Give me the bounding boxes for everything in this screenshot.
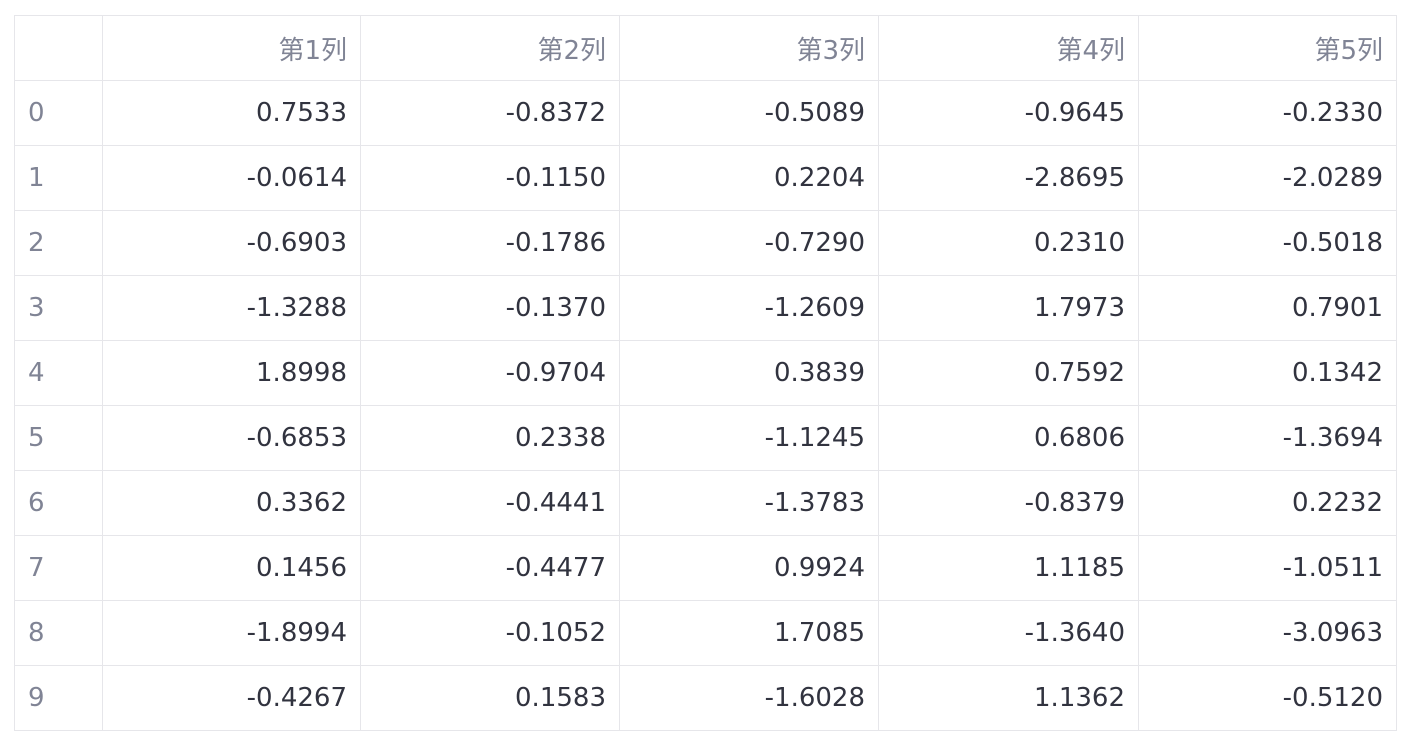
table-cell[interactable]: -0.6853 xyxy=(102,405,361,471)
table-cell[interactable]: -0.0614 xyxy=(102,145,361,211)
dataframe-table: 第1列 第2列 第3列 第4列 第5列 0 0.7533 -0.8372 -0.… xyxy=(14,15,1397,731)
column-header[interactable]: 第2列 xyxy=(360,15,620,81)
table-cell[interactable]: -0.1052 xyxy=(360,600,620,666)
table-cell[interactable]: -0.9704 xyxy=(360,340,620,406)
row-index: 9 xyxy=(14,665,103,731)
table-row: 0 0.7533 -0.8372 -0.5089 -0.9645 -0.2330 xyxy=(14,80,1397,146)
table-cell[interactable]: 0.3362 xyxy=(102,470,361,536)
row-index: 8 xyxy=(14,600,103,666)
table-row: 9 -0.4267 0.1583 -1.6028 1.1362 -0.5120 xyxy=(14,665,1397,731)
table-cell[interactable]: -3.0963 xyxy=(1138,600,1397,666)
table-cell[interactable]: -0.1370 xyxy=(360,275,620,341)
row-index: 6 xyxy=(14,470,103,536)
table-cell[interactable]: 0.3839 xyxy=(619,340,879,406)
table-cell[interactable]: -1.3288 xyxy=(102,275,361,341)
table-cell[interactable]: -0.4477 xyxy=(360,535,620,601)
table-cell[interactable]: -0.1786 xyxy=(360,210,620,276)
table-cell[interactable]: -1.2609 xyxy=(619,275,879,341)
table-cell[interactable]: 0.2232 xyxy=(1138,470,1397,536)
column-header[interactable]: 第1列 xyxy=(102,15,361,81)
table-cell[interactable]: 0.1342 xyxy=(1138,340,1397,406)
column-header[interactable]: 第5列 xyxy=(1138,15,1397,81)
table-cell[interactable]: -1.3783 xyxy=(619,470,879,536)
table-cell[interactable]: 0.7533 xyxy=(102,80,361,146)
table-cell[interactable]: -0.1150 xyxy=(360,145,620,211)
table-cell[interactable]: 0.9924 xyxy=(619,535,879,601)
table-cell[interactable]: -0.6903 xyxy=(102,210,361,276)
table-row: 1 -0.0614 -0.1150 0.2204 -2.8695 -2.0289 xyxy=(14,145,1397,211)
table-cell[interactable]: -1.1245 xyxy=(619,405,879,471)
table-cell[interactable]: -0.5018 xyxy=(1138,210,1397,276)
table-cell[interactable]: -0.8379 xyxy=(878,470,1139,536)
table-cell[interactable]: 0.1583 xyxy=(360,665,620,731)
table-cell[interactable]: -1.0511 xyxy=(1138,535,1397,601)
table-cell[interactable]: -0.5120 xyxy=(1138,665,1397,731)
table-cell[interactable]: -1.3694 xyxy=(1138,405,1397,471)
table-row: 7 0.1456 -0.4477 0.9924 1.1185 -1.0511 xyxy=(14,535,1397,601)
table-row: 5 -0.6853 0.2338 -1.1245 0.6806 -1.3694 xyxy=(14,405,1397,471)
table-row: 4 1.8998 -0.9704 0.3839 0.7592 0.1342 xyxy=(14,340,1397,406)
table-cell[interactable]: -2.8695 xyxy=(878,145,1139,211)
table-cell[interactable]: 0.7592 xyxy=(878,340,1139,406)
dataframe-table-container: 第1列 第2列 第3列 第4列 第5列 0 0.7533 -0.8372 -0.… xyxy=(14,15,1397,731)
table-row: 2 -0.6903 -0.1786 -0.7290 0.2310 -0.5018 xyxy=(14,210,1397,276)
table-cell[interactable]: 1.7085 xyxy=(619,600,879,666)
table-cell[interactable]: -1.6028 xyxy=(619,665,879,731)
table-cell[interactable]: -0.5089 xyxy=(619,80,879,146)
row-index: 0 xyxy=(14,80,103,146)
table-row: 8 -1.8994 -0.1052 1.7085 -1.3640 -3.0963 xyxy=(14,600,1397,666)
table-cell[interactable]: 0.6806 xyxy=(878,405,1139,471)
table-cell[interactable]: -1.8994 xyxy=(102,600,361,666)
table-cell[interactable]: -0.2330 xyxy=(1138,80,1397,146)
table-cell[interactable]: 1.8998 xyxy=(102,340,361,406)
table-cell[interactable]: -0.7290 xyxy=(619,210,879,276)
table-cell[interactable]: -0.4267 xyxy=(102,665,361,731)
table-cell[interactable]: 1.7973 xyxy=(878,275,1139,341)
table-row: 6 0.3362 -0.4441 -1.3783 -0.8379 0.2232 xyxy=(14,470,1397,536)
table-cell[interactable]: 0.1456 xyxy=(102,535,361,601)
row-index: 3 xyxy=(14,275,103,341)
row-index: 2 xyxy=(14,210,103,276)
table-cell[interactable]: -1.3640 xyxy=(878,600,1139,666)
column-header[interactable]: 第4列 xyxy=(878,15,1139,81)
table-cell[interactable]: 1.1185 xyxy=(878,535,1139,601)
row-index: 5 xyxy=(14,405,103,471)
header-row: 第1列 第2列 第3列 第4列 第5列 xyxy=(14,15,1397,81)
table-cell[interactable]: -2.0289 xyxy=(1138,145,1397,211)
row-index: 7 xyxy=(14,535,103,601)
table-row: 3 -1.3288 -0.1370 -1.2609 1.7973 0.7901 xyxy=(14,275,1397,341)
table-cell[interactable]: 0.2310 xyxy=(878,210,1139,276)
table-cell[interactable]: 0.2204 xyxy=(619,145,879,211)
index-header xyxy=(14,15,103,81)
row-index: 4 xyxy=(14,340,103,406)
row-index: 1 xyxy=(14,145,103,211)
table-cell[interactable]: -0.4441 xyxy=(360,470,620,536)
table-cell[interactable]: 0.7901 xyxy=(1138,275,1397,341)
table-cell[interactable]: 0.2338 xyxy=(360,405,620,471)
table-cell[interactable]: 1.1362 xyxy=(878,665,1139,731)
column-header[interactable]: 第3列 xyxy=(619,15,879,81)
table-cell[interactable]: -0.9645 xyxy=(878,80,1139,146)
table-cell[interactable]: -0.8372 xyxy=(360,80,620,146)
